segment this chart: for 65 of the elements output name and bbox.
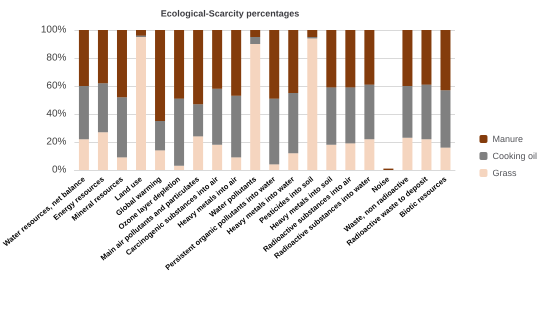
bar [288,153,298,170]
bar [116,157,127,170]
y-tick-label: 40% [46,108,67,120]
bar [269,98,280,164]
y-tick-label: 20% [46,136,67,148]
bar [78,139,89,170]
bar [307,38,318,170]
bar [326,144,336,170]
bar [174,166,184,170]
legend-label: Grass [492,168,517,178]
bar [364,30,374,85]
bar [440,90,450,148]
bar [269,30,280,99]
legend-label: Cooking oil [492,151,538,161]
bar [231,30,242,96]
bar [98,83,108,132]
bar [155,150,166,170]
bar [326,87,336,145]
bar [212,88,222,145]
bar [250,30,260,37]
bar [402,30,412,86]
bar [174,30,184,99]
bar [116,97,127,158]
bar [193,30,204,104]
bar [269,164,280,170]
bar [440,30,450,90]
bar [231,157,242,170]
bar [174,98,184,166]
bar [288,30,298,93]
bar [78,30,89,86]
bar [250,37,260,44]
bar [421,30,432,85]
bar [402,86,412,138]
chart-title: Ecological-Scarcity percentages [160,8,300,18]
bar [98,30,108,84]
bar [345,30,356,88]
bar [155,121,166,150]
bar [364,84,374,140]
bar [231,96,242,158]
bar [136,30,146,36]
bar [307,30,318,37]
bar [364,139,374,170]
bar [326,30,336,88]
bar [345,143,356,170]
bar [250,44,260,170]
y-tick-label: 80% [46,52,67,64]
bar [212,30,222,89]
bar [345,87,356,144]
bar [193,104,204,136]
bar [288,93,298,154]
bar [212,144,222,170]
bar [98,132,108,170]
bar [155,30,166,121]
y-tick-label: 0% [52,164,67,176]
bar [78,86,89,140]
y-tick-label: 60% [46,80,67,92]
bar [193,136,204,170]
legend-label: Manure [492,134,523,144]
bar [136,37,146,170]
bar [116,30,127,98]
bar [421,84,432,140]
y-tick-label: 100% [40,24,67,36]
bar [421,139,432,170]
bar [402,138,412,170]
bar [440,148,450,170]
